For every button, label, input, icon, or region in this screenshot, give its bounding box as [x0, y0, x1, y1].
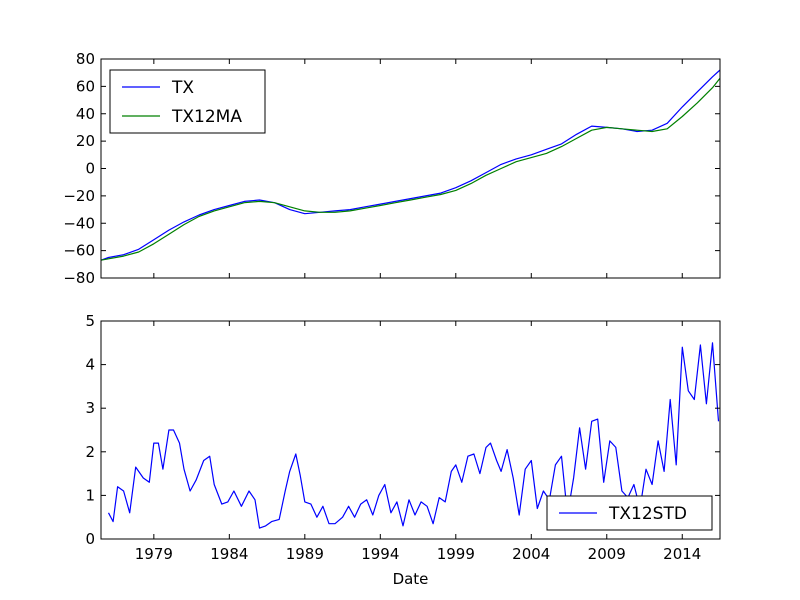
- y-tick-label: −40: [63, 214, 95, 232]
- y-tick-label: 4: [85, 356, 95, 374]
- x-tick-label: 2014: [663, 545, 701, 563]
- y-tick-label: 0: [85, 530, 95, 548]
- legend: TX TX12MA: [109, 69, 266, 134]
- x-tick-label: 2009: [588, 545, 626, 563]
- y-tick-label: 80: [76, 50, 95, 68]
- series-line-tx12std: [107, 342, 720, 529]
- y-tick-label: 5: [85, 312, 95, 330]
- legend-box: [109, 69, 266, 134]
- y-tick-label: 0: [85, 160, 95, 178]
- series-line-tx12ma: [100, 77, 721, 261]
- legend-label-tx12ma: TX12MA: [171, 107, 242, 127]
- x-tick-label: 1984: [210, 545, 248, 563]
- y-tick-label: 3: [85, 399, 95, 417]
- bottom-chart-panel: 5 4 3 2 1 0 1979 1984 1989 1994 1999 2004 2009 2014 Da…: [85, 312, 721, 588]
- y-tick-label: −60: [63, 242, 95, 260]
- legend: TX12STD: [546, 495, 713, 531]
- x-axis-label: Date: [393, 570, 429, 588]
- top-chart-panel: 80 60 40 20 0 −20 −40 −60 −80 TX TX12MA: [63, 50, 721, 287]
- legend-label-tx12std: TX12STD: [608, 504, 687, 524]
- x-tick-label: 2004: [512, 545, 550, 563]
- x-tick-label: 1999: [437, 545, 475, 563]
- y-tick-label: 2: [85, 443, 95, 461]
- y-tick-label: 20: [76, 132, 95, 150]
- axes-frame: [100, 320, 721, 540]
- y-tick-label: 1: [85, 486, 95, 504]
- x-tick-label: 1994: [361, 545, 399, 563]
- x-tick-label: 1979: [135, 545, 173, 563]
- legend-label-tx: TX: [171, 78, 194, 98]
- y-tick-label: −20: [63, 187, 95, 205]
- y-tick-label: 40: [76, 105, 95, 123]
- x-tick-label: 1989: [286, 545, 324, 563]
- y-tick-label: −80: [63, 269, 95, 287]
- y-tick-label: 60: [76, 77, 95, 95]
